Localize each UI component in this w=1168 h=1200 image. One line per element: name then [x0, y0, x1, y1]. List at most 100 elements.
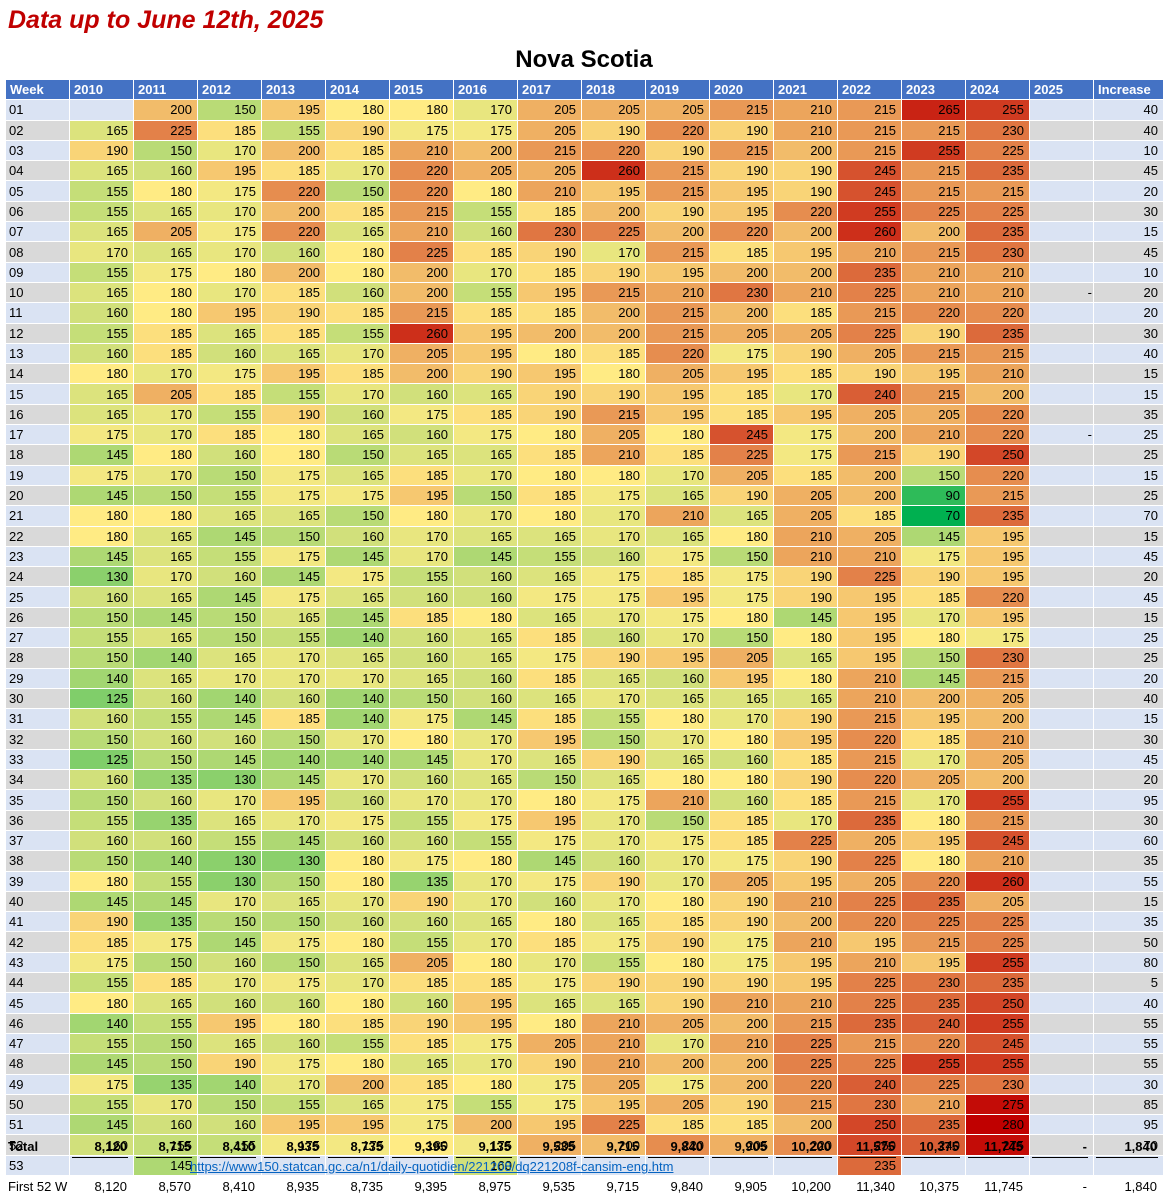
- value-cell: 235: [837, 1012, 902, 1034]
- value-cell: 170: [581, 890, 646, 913]
- value-cell: 190: [773, 566, 838, 588]
- value-cell: 175: [517, 972, 582, 994]
- value-cell: 225: [773, 1032, 838, 1055]
- value-cell: [1029, 972, 1094, 994]
- total-value: 10,375: [919, 1139, 959, 1154]
- table-row: 47 155 150 165 160 155 185 175 205 210 170 210 225 21…: [5, 1032, 1164, 1055]
- value-cell: 175: [581, 931, 646, 953]
- column-header: Increase: [1093, 78, 1164, 101]
- value-cell: [1029, 261, 1094, 283]
- value-cell: 210: [773, 119, 838, 141]
- source-link[interactable]: https://www150.statcan.gc.ca/n1/daily-qu…: [190, 1159, 674, 1174]
- value-cell: 145: [69, 1053, 134, 1075]
- value-cell: 160: [261, 241, 326, 263]
- value-cell: 175: [773, 444, 838, 466]
- value-cell: 225: [965, 931, 1030, 953]
- increase-cell: 15: [1093, 221, 1164, 243]
- value-cell: 180: [133, 281, 198, 304]
- increase-cell: 15: [1093, 363, 1164, 385]
- value-cell: 185: [325, 302, 390, 324]
- value-cell: 165: [197, 505, 262, 527]
- table-row: 44 155 185 170 175 170 185 185 175 190 190 190 195 22…: [5, 972, 1164, 994]
- value-cell: 195: [901, 363, 966, 385]
- value-cell: [1029, 444, 1094, 466]
- value-cell: 180: [325, 241, 390, 263]
- value-cell: 210: [901, 424, 966, 446]
- value-cell: 215: [389, 200, 454, 223]
- table-row: 23 145 165 155 175 145 170 145 155 160 175 150 210 21…: [5, 545, 1164, 568]
- value-cell: 175: [69, 464, 134, 486]
- value-cell: 175: [325, 1134, 390, 1156]
- value-cell: 185: [709, 1114, 774, 1136]
- value-cell: 185: [773, 363, 838, 385]
- value-cell: 195: [837, 931, 902, 953]
- value-cell: 165: [133, 627, 198, 649]
- value-cell: 200: [773, 139, 838, 162]
- value-cell: 180: [901, 850, 966, 872]
- table-row: 02 165 225 185 155 190 175 175 205 190 220 190 210 21…: [5, 119, 1164, 141]
- value-cell: [1029, 667, 1094, 689]
- value-cell: 170: [645, 850, 710, 872]
- increase-cell: 25: [1093, 424, 1164, 446]
- value-cell: [1029, 363, 1094, 385]
- increase-cell: 20: [1093, 302, 1164, 324]
- value-cell: [1029, 139, 1094, 162]
- increase-cell: 95: [1093, 789, 1164, 811]
- value-cell: 215: [837, 789, 902, 811]
- value-cell: 155: [325, 1032, 390, 1055]
- value-cell: 170: [197, 890, 262, 913]
- value-cell: 160: [197, 444, 262, 466]
- value-cell: 170: [581, 809, 646, 831]
- value-cell: 200: [261, 261, 326, 283]
- value-cell: [1029, 221, 1094, 243]
- value-cell: 200: [389, 261, 454, 283]
- value-cell: 185: [517, 444, 582, 466]
- value-cell: [965, 1154, 1030, 1177]
- increase-cell: 45: [1093, 241, 1164, 263]
- value-cell: 160: [325, 911, 390, 933]
- value-cell: 150: [901, 647, 966, 669]
- total-underline: [904, 1157, 960, 1158]
- total-value: 10,200: [791, 1139, 831, 1154]
- increase-cell: 40: [1093, 119, 1164, 141]
- value-cell: 190: [901, 444, 966, 466]
- value-cell: 220: [837, 769, 902, 791]
- value-cell: 205: [389, 342, 454, 365]
- value-cell: 145: [69, 484, 134, 507]
- value-cell: [1029, 627, 1094, 649]
- value-cell: 145: [69, 545, 134, 568]
- week-cell: 43: [5, 951, 70, 974]
- value-cell: 255: [965, 1012, 1030, 1034]
- value-cell: 160: [133, 829, 198, 852]
- value-cell: 190: [709, 1093, 774, 1116]
- value-cell: 145: [197, 931, 262, 953]
- value-cell: 160: [389, 627, 454, 649]
- value-cell: 180: [133, 505, 198, 527]
- value-cell: 170: [453, 505, 518, 527]
- value-cell: 130: [197, 769, 262, 791]
- value-cell: [1029, 505, 1094, 527]
- value-cell: 185: [645, 1114, 710, 1136]
- value-cell: 170: [325, 769, 390, 791]
- value-cell: 160: [133, 789, 198, 811]
- value-cell: 205: [709, 870, 774, 892]
- value-cell: 170: [453, 789, 518, 811]
- value-cell: 180: [581, 363, 646, 385]
- week-cell: 05: [5, 180, 70, 202]
- value-cell: 205: [709, 322, 774, 344]
- value-cell: 205: [773, 484, 838, 507]
- value-cell: 190: [69, 139, 134, 162]
- value-cell: 190: [773, 180, 838, 202]
- value-cell: 155: [69, 627, 134, 649]
- value-cell: 195: [965, 525, 1030, 547]
- value-cell: 210: [709, 992, 774, 1014]
- value-cell: 150: [197, 911, 262, 933]
- value-cell: [1029, 1012, 1094, 1034]
- value-cell: 175: [133, 931, 198, 953]
- value-cell: 180: [261, 1012, 326, 1034]
- column-header: 2015: [389, 78, 454, 101]
- value-cell: [1029, 180, 1094, 202]
- value-cell: 70: [901, 505, 966, 527]
- value-cell: 130: [197, 850, 262, 872]
- table-row: 46 140 155 195 180 185 190 195 180 210 205 200 215 23…: [5, 1012, 1164, 1034]
